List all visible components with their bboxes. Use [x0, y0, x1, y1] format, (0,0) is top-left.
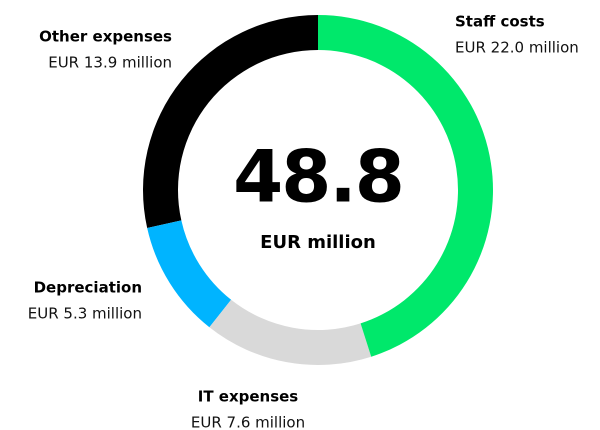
category-label: Other expenses: [39, 28, 172, 46]
donut-segment: [209, 299, 372, 365]
category-label: Staff costs: [455, 13, 545, 31]
donut-segment: [143, 15, 318, 228]
value-label: EUR 7.6 million: [191, 414, 305, 430]
category-label: Depreciation: [34, 279, 142, 297]
category-label: IT expenses: [198, 388, 299, 406]
center-value: 48.8: [233, 135, 403, 219]
center-label: EUR million: [260, 232, 376, 253]
donut-segment: [318, 15, 493, 357]
value-label: EUR 5.3 million: [28, 305, 142, 323]
value-label: EUR 22.0 million: [455, 39, 579, 57]
value-label: EUR 13.9 million: [48, 54, 172, 72]
donut-segment: [147, 220, 232, 328]
